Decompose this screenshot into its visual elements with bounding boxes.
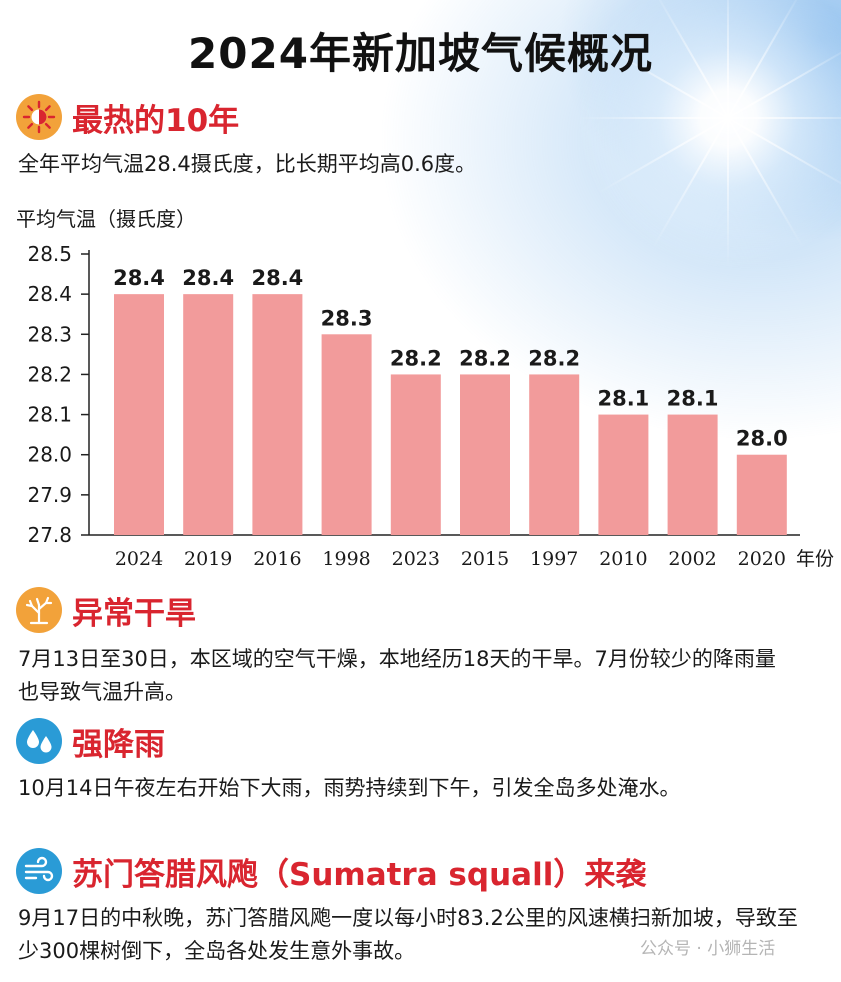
bar-data-label: 28.3: [321, 306, 373, 330]
y-axis-label: 平均气温（摄氏度）: [16, 207, 196, 231]
x-tick-label: 1997: [530, 548, 578, 570]
section-hottest-text: 全年平均气温28.4摄氏度，比长期平均高0.6度。: [18, 152, 477, 176]
y-tick-label: 28.1: [27, 403, 72, 427]
section-squall-title: 苏门答腊风飑（Sumatra squall）来袭: [72, 856, 647, 893]
watermark: 公众号 · 小狮生活: [640, 939, 776, 959]
bar-data-label: 28.2: [390, 346, 442, 370]
x-tick-label: 1998: [322, 548, 370, 570]
y-tick-label: 27.9: [27, 483, 72, 507]
section-hottest-header: 最热的10年: [16, 94, 239, 140]
bar: [736, 454, 787, 535]
bar: [114, 294, 164, 535]
temperature-bar-chart: 28.5 28.4 28.3 28.2 28.1 28.0 27.9 27.8 28.4 2024…: [27, 242, 834, 570]
y-tick-label: 28.0: [27, 443, 72, 467]
page-title: 2024年新加坡气候概况: [188, 29, 653, 78]
wind-icon: [16, 848, 62, 894]
x-tick-label: 2024: [115, 548, 163, 570]
bar: [529, 374, 580, 535]
y-tick-label: 27.8: [27, 523, 72, 547]
bar: [667, 414, 718, 535]
bar: [598, 414, 649, 535]
x-tick-label: 2019: [184, 548, 232, 570]
x-tick-label: 2010: [599, 548, 647, 570]
bar-data-label: 28.2: [459, 346, 511, 370]
section-rain-text: 10月14日午夜左右开始下大雨，雨势持续到下午，引发全岛多处淹水。: [18, 776, 681, 800]
bar: [183, 294, 234, 535]
section-drought-title: 异常干旱: [72, 595, 196, 632]
section-drought-header: 异常干旱: [16, 587, 196, 633]
bar-data-label: 28.4: [113, 266, 165, 290]
bar: [390, 374, 441, 535]
bar-data-label: 28.1: [597, 387, 649, 411]
section-squall-text: 9月17日的中秋晚，苏门答腊风飑一度以每小时83.2公里的风速横扫新加坡，导致至…: [18, 906, 798, 963]
section-rain-header: 强降雨: [16, 718, 165, 764]
bar-data-label: 28.0: [736, 427, 788, 451]
y-tick-label: 28.3: [27, 322, 72, 346]
bar: [252, 294, 303, 535]
section-squall-header: 苏门答腊风飑（Sumatra squall）来袭: [16, 848, 646, 894]
sun-icon: [16, 94, 62, 140]
x-axis-label: 年份: [796, 548, 834, 570]
x-tick-label: 2015: [461, 548, 509, 570]
bar-data-label: 28.4: [182, 266, 234, 290]
section-drought-text: 7月13日至30日，本区域的空气干燥，本地经历18天的干旱。7月份较少的降雨量也…: [18, 647, 776, 704]
bar-data-label: 28.4: [251, 266, 303, 290]
x-tick-label: 2002: [668, 548, 716, 570]
raindrops-icon: [16, 718, 62, 764]
section-hottest-title: 最热的10年: [72, 102, 240, 139]
dry-tree-icon: [16, 587, 62, 633]
x-tick-label: 2023: [392, 548, 440, 570]
x-tick-label: 2020: [738, 548, 786, 570]
y-tick-label: 28.5: [27, 242, 72, 266]
y-tick-label: 28.4: [27, 282, 72, 306]
bar: [460, 374, 510, 535]
bar: [321, 334, 372, 535]
section-rain-title: 强降雨: [72, 726, 165, 763]
bar-data-label: 28.2: [528, 346, 580, 370]
x-tick-label: 2016: [253, 548, 301, 570]
bar-data-label: 28.1: [667, 387, 719, 411]
y-tick-label: 28.2: [27, 362, 72, 386]
